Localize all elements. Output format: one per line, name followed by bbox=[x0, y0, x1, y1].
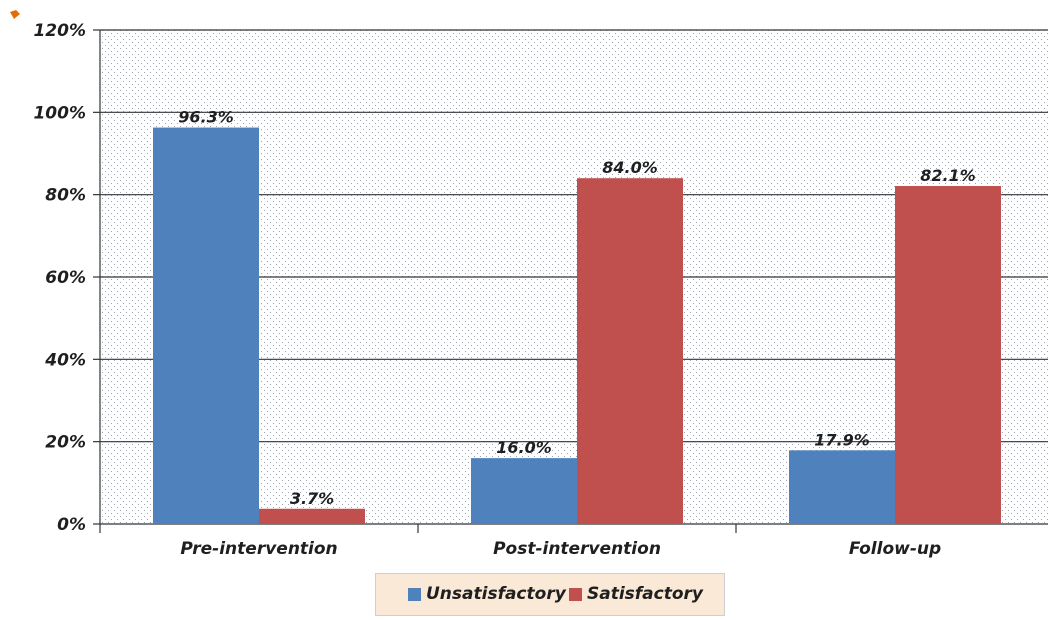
y-tick-label: 100% bbox=[33, 103, 86, 123]
legend-item-satisfactory: Satisfactory bbox=[569, 584, 703, 604]
corner-marker-icon bbox=[10, 10, 20, 19]
data-label: 16.0% bbox=[496, 438, 552, 457]
data-label: 17.9% bbox=[814, 430, 870, 449]
data-label: 3.7% bbox=[290, 489, 334, 508]
y-tick-label: 0% bbox=[57, 515, 86, 535]
bar-unsatisfactory-2 bbox=[789, 450, 895, 524]
chart-legend: Unsatisfactory Satisfactory bbox=[375, 573, 725, 616]
data-label: 96.3% bbox=[178, 108, 234, 127]
data-label: 84.0% bbox=[602, 158, 658, 177]
legend-label-unsatisfactory: Unsatisfactory bbox=[426, 584, 566, 604]
x-tick-label: Post-intervention bbox=[493, 539, 661, 559]
y-tick-label: 20% bbox=[45, 433, 86, 453]
y-tick-label: 120% bbox=[33, 21, 86, 41]
bar-satisfactory-0 bbox=[259, 508, 365, 524]
bar-unsatisfactory-0 bbox=[153, 127, 259, 524]
y-tick-label: 40% bbox=[44, 350, 86, 370]
x-tick-label: Pre-intervention bbox=[180, 539, 337, 559]
bar-satisfactory-2 bbox=[895, 186, 1001, 524]
y-tick-label: 60% bbox=[45, 268, 86, 288]
legend-label-satisfactory: Satisfactory bbox=[587, 584, 704, 604]
data-label: 82.1% bbox=[920, 166, 976, 185]
x-tick-label: Follow-up bbox=[849, 539, 941, 559]
legend-swatch-satisfactory bbox=[569, 587, 582, 601]
bar-unsatisfactory-1 bbox=[471, 458, 577, 524]
bar-satisfactory-1 bbox=[577, 178, 683, 524]
legend-item-unsatisfactory: Unsatisfactory bbox=[408, 584, 566, 604]
y-tick-label: 80% bbox=[45, 186, 86, 206]
legend-swatch-unsatisfactory bbox=[408, 587, 421, 601]
